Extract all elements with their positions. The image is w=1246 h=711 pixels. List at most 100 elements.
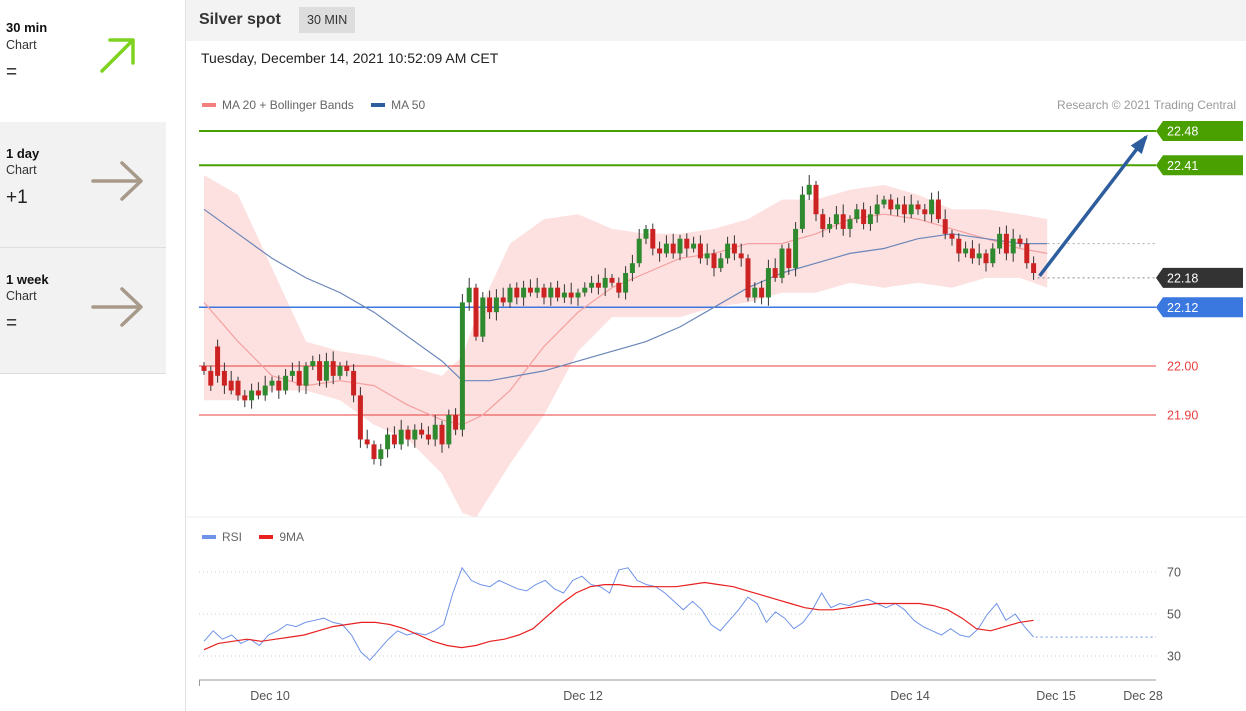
candle [813,180,819,222]
rsi-tick-label: 30 [1167,650,1181,664]
candle [929,192,935,223]
candle-body [534,287,540,293]
candle [643,225,649,245]
candle-body [228,380,234,391]
target-arrow [1038,135,1148,277]
candle-body [480,297,486,337]
candle-body [820,214,826,229]
candle-body [650,228,656,249]
candle [521,280,527,306]
candle [541,283,547,305]
bollinger-bands [204,175,1048,518]
candle-body [861,209,867,225]
candle-body [521,287,527,298]
candle-body [201,366,207,371]
candle-body [323,361,329,381]
candle-body [616,282,622,293]
candle-body [459,302,465,430]
candle [942,209,948,240]
rsi-line [203,566,1034,661]
level-label: 22.00 [1167,360,1198,374]
candle [575,288,581,306]
candle-body [364,439,370,445]
interval-badge[interactable]: 30 MIN [299,7,356,33]
legend-rsi-ma[interactable]: 9MA [259,530,304,544]
candle-body [262,385,268,396]
candle-body [235,380,241,396]
candle [670,233,676,259]
candle [908,194,914,219]
candle-body [629,263,635,273]
candle-body [446,415,452,445]
candle-body [385,434,391,450]
candle-body [983,253,989,264]
legend-swatch [259,534,274,539]
candle [799,186,805,233]
candle-body [745,258,751,298]
candle [453,408,459,436]
candle [419,422,425,439]
candle [963,241,969,258]
candle [323,352,329,388]
candle [820,208,826,238]
candle [969,240,975,264]
x-tick-label: Dec 28 [1123,689,1163,703]
level-tag [1156,155,1243,176]
candle [568,282,574,305]
candle-body [854,209,860,220]
candle-body [269,380,275,386]
rsi-legend: RSI 9MA [202,530,304,544]
timeframe-1week[interactable]: 1 week Chart = [0,247,166,374]
candle [493,289,499,321]
rsi-tick-label: 50 [1167,608,1181,622]
timeframe-signal: = [6,313,18,334]
candle [527,279,533,297]
candle [473,283,479,341]
candle [718,252,724,273]
level-label: 22.41 [1167,159,1198,173]
rsi-ma-line [203,581,1034,651]
legend-rsi[interactable]: RSI [202,530,242,544]
candle [759,280,765,305]
candle [398,419,404,450]
candle [806,175,812,201]
candle-body [432,424,438,440]
candle [582,282,588,297]
candle [378,443,384,466]
price-legend: MA 20 + Bollinger Bands MA 50 [202,98,425,112]
candle [262,375,268,401]
candle [303,362,309,394]
candle-body [779,248,785,278]
candle [793,222,799,277]
candle [344,360,350,377]
candle [623,266,629,300]
timeframe-30min[interactable]: 30 min Chart = [0,0,166,122]
level-tag [1156,121,1243,141]
candle-body [602,277,608,288]
candle-body [500,297,506,303]
candle [1024,238,1030,269]
candle [507,283,513,308]
candle-body [317,361,323,381]
candle-body [711,253,717,269]
timeframe-1day[interactable]: 1 day Chart +1 [0,122,166,247]
timeframe-subtitle: Chart [6,38,37,52]
candle [337,362,343,380]
candle [874,194,880,223]
candle [861,202,867,230]
candle [595,274,601,295]
legend-label: MA 50 [391,98,426,112]
candle [391,426,397,449]
candle-body [901,204,907,215]
candle-body [439,424,445,445]
candle-body [357,395,363,440]
x-tick-label: Dec 12 [563,689,603,703]
timeframe-subtitle: Chart [6,163,37,177]
legend-ma20[interactable]: MA 20 + Bollinger Bands [202,98,354,112]
candle [752,282,758,303]
candle [317,354,323,387]
legend-ma50[interactable]: MA 50 [371,98,425,112]
level-label: 22.48 [1167,125,1198,139]
candle-body [1031,263,1037,273]
